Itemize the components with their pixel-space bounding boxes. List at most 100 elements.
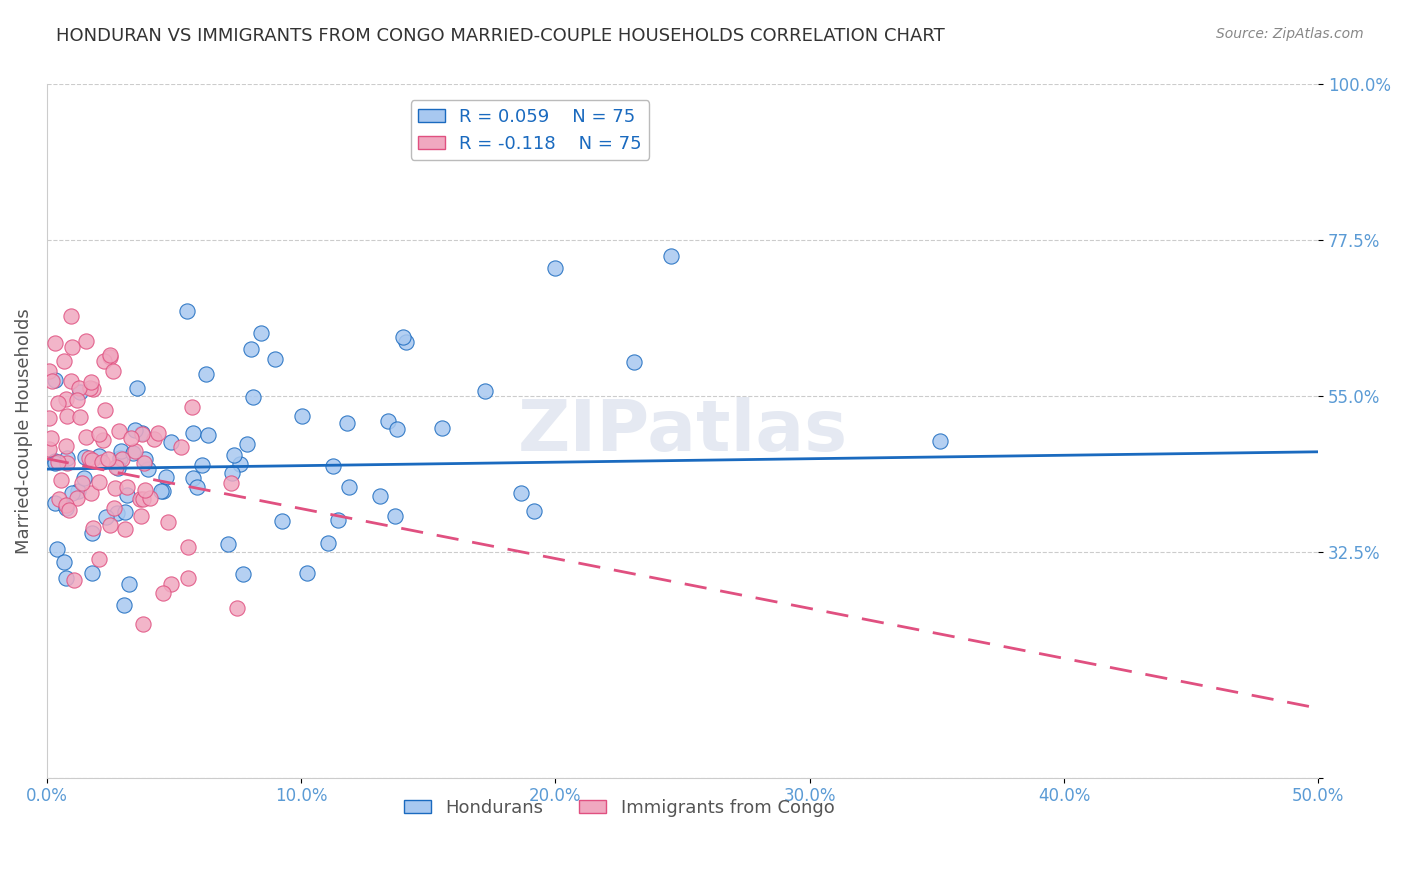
Point xyxy=(271,514,294,528)
Point xyxy=(94,403,117,417)
Point xyxy=(659,249,682,263)
Point xyxy=(91,433,114,447)
Point xyxy=(87,449,110,463)
Point xyxy=(197,428,219,442)
Point xyxy=(80,526,103,541)
Point xyxy=(385,422,408,436)
Point xyxy=(623,355,645,369)
Point xyxy=(115,488,138,502)
Point xyxy=(58,503,80,517)
Point xyxy=(87,475,110,489)
Point xyxy=(79,381,101,395)
Point xyxy=(44,454,66,468)
Point xyxy=(110,444,132,458)
Point xyxy=(134,483,156,498)
Point xyxy=(120,431,142,445)
Point xyxy=(474,384,496,398)
Point xyxy=(44,336,66,351)
Point xyxy=(60,375,83,389)
Point xyxy=(70,476,93,491)
Point xyxy=(49,473,72,487)
Point xyxy=(236,437,259,451)
Point xyxy=(544,261,567,276)
Point xyxy=(226,601,249,615)
Point xyxy=(103,500,125,515)
Point xyxy=(242,390,264,404)
Point xyxy=(52,555,75,569)
Point xyxy=(322,459,344,474)
Point xyxy=(929,434,952,448)
Point xyxy=(181,471,204,485)
Point xyxy=(143,433,166,447)
Point xyxy=(131,426,153,441)
Point xyxy=(67,381,90,395)
Point xyxy=(191,458,214,473)
Point xyxy=(219,476,242,491)
Point xyxy=(62,574,84,588)
Text: Source: ZipAtlas.com: Source: ZipAtlas.com xyxy=(1216,27,1364,41)
Point xyxy=(170,440,193,454)
Point xyxy=(152,586,174,600)
Point xyxy=(129,492,152,507)
Point xyxy=(87,427,110,442)
Point xyxy=(80,566,103,580)
Point xyxy=(150,483,173,498)
Point xyxy=(114,522,136,536)
Point xyxy=(129,508,152,523)
Point xyxy=(337,480,360,494)
Point xyxy=(56,456,79,470)
Point xyxy=(82,382,104,396)
Point xyxy=(93,354,115,368)
Point xyxy=(59,309,82,323)
Point xyxy=(69,384,91,399)
Point xyxy=(101,364,124,378)
Point xyxy=(177,540,200,554)
Point xyxy=(240,343,263,357)
Point xyxy=(80,486,103,500)
Point xyxy=(82,452,104,467)
Point xyxy=(384,508,406,523)
Point xyxy=(291,409,314,423)
Point xyxy=(156,515,179,529)
Point xyxy=(107,461,129,475)
Point xyxy=(152,483,174,498)
Point xyxy=(159,577,181,591)
Point xyxy=(94,510,117,524)
Point xyxy=(229,457,252,471)
Point xyxy=(38,364,60,378)
Point xyxy=(98,351,121,365)
Point xyxy=(48,492,70,507)
Point xyxy=(91,454,114,468)
Point xyxy=(181,425,204,440)
Point xyxy=(249,326,271,341)
Point xyxy=(295,566,318,580)
Point xyxy=(105,507,128,521)
Point xyxy=(75,430,97,444)
Point xyxy=(67,484,90,499)
Point xyxy=(114,505,136,519)
Point xyxy=(98,517,121,532)
Point xyxy=(108,424,131,438)
Point xyxy=(75,334,97,349)
Point xyxy=(432,421,454,435)
Point xyxy=(108,450,131,465)
Point xyxy=(523,504,546,518)
Point xyxy=(55,498,77,512)
Point xyxy=(73,450,96,464)
Y-axis label: Married-couple Households: Married-couple Households xyxy=(15,308,32,554)
Point xyxy=(177,571,200,585)
Point xyxy=(125,382,148,396)
Point xyxy=(55,501,77,516)
Point xyxy=(217,536,239,550)
Point xyxy=(80,375,103,389)
Point xyxy=(66,392,89,407)
Point xyxy=(105,460,128,475)
Point xyxy=(132,492,155,507)
Point xyxy=(60,486,83,500)
Point xyxy=(264,351,287,366)
Point xyxy=(510,486,533,500)
Point xyxy=(131,617,153,632)
Point xyxy=(136,462,159,476)
Point xyxy=(69,410,91,425)
Point xyxy=(82,521,104,535)
